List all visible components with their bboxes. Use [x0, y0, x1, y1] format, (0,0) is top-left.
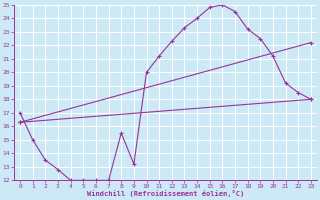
- X-axis label: Windchill (Refroidissement éolien,°C): Windchill (Refroidissement éolien,°C): [87, 190, 244, 197]
